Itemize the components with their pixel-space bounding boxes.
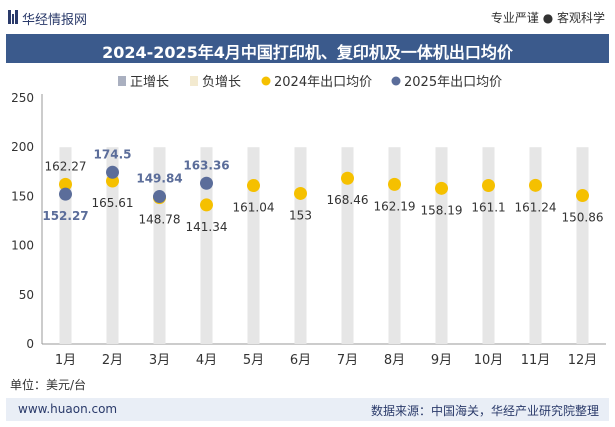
legend-swatch: [118, 76, 126, 86]
x-tick-label: 5月: [243, 353, 264, 368]
point-2024: [247, 179, 260, 193]
data-label-2025: 152.27: [42, 209, 88, 223]
data-label-2024: 161.1: [471, 200, 505, 214]
point-2025: [153, 190, 166, 204]
x-tick-label: 4月: [196, 353, 217, 368]
legend-label: 负增长: [202, 75, 241, 90]
point-2024: [388, 177, 401, 191]
top-bar: 华经情报网 专业严谨 ● 客观科学: [0, 0, 615, 34]
x-tick-label: 2月: [102, 353, 123, 368]
data-label-2025: 174.5: [94, 147, 132, 161]
point-2024: [576, 189, 589, 203]
data-label-2024: 161.04: [233, 201, 275, 215]
data-label-2024: 161.24: [515, 200, 557, 214]
point-2024: [59, 177, 72, 191]
background-bar: [59, 147, 72, 344]
chart: 正增长 负增长 2024年出口均价 2025年出口均价 0 50 100 150 200 250 1…: [11, 75, 606, 368]
point-2024: [341, 171, 354, 185]
point-2024: [529, 178, 542, 192]
y-tick-label: 150: [11, 189, 34, 203]
legend-label: 正增长: [130, 75, 169, 90]
background-bar: [294, 147, 307, 344]
legend-label: 2024年出口均价: [274, 75, 372, 90]
x-tick-label: 1月: [55, 353, 76, 368]
background-bar: [435, 147, 448, 344]
y-tick-label: 50: [19, 288, 34, 302]
background-bar: [341, 147, 354, 344]
background-bar: [576, 147, 589, 344]
background-bar: [482, 147, 495, 344]
point-2024: [294, 186, 307, 200]
footer-website: www.huaon.com: [18, 402, 118, 416]
point-2025: [200, 176, 213, 190]
background-bar: [529, 147, 542, 344]
y-tick-label: 200: [11, 140, 34, 154]
data-label-2025: 149.84: [136, 172, 182, 186]
legend-swatch: [190, 76, 198, 86]
background-bar: [200, 147, 213, 344]
point-2024: [200, 198, 213, 212]
x-tick-label: 3月: [149, 353, 170, 368]
legend-label: 2025年出口均价: [404, 75, 502, 90]
point-2024: [435, 181, 448, 195]
data-label-2024: 141.34: [186, 220, 228, 234]
brand-name: 华经情报网: [22, 13, 88, 28]
x-tick-label: 7月: [337, 353, 358, 368]
data-label-2025: 163.36: [183, 158, 229, 172]
x-tick-label: 10月: [474, 353, 504, 368]
x-tick-label: 11月: [521, 353, 551, 368]
background-bar: [247, 147, 260, 344]
tagline: 专业严谨 ● 客观科学: [490, 11, 605, 25]
x-tick-label: 6月: [290, 353, 311, 368]
background-bar: [388, 147, 401, 344]
point-2024: [482, 178, 495, 192]
data-label-2024: 165.61: [92, 196, 134, 210]
legend-marker: [391, 76, 401, 86]
x-tick-label: 12月: [568, 353, 598, 368]
point-2025: [59, 187, 72, 201]
title-bar: 2024-2025年4月中国打印机、复印机及一体机出口均价: [6, 34, 609, 63]
data-label-2024: 168.46: [327, 193, 369, 207]
y-tick-label: 250: [11, 91, 34, 105]
footer-source: 数据来源：中国海关，华经产业研究院整理: [370, 404, 599, 418]
point-2025: [106, 165, 119, 179]
data-label-2024: 150.86: [562, 211, 604, 225]
unit-label: 单位：美元/台: [10, 378, 87, 392]
background-bar: [106, 147, 119, 344]
x-tick-label: 9月: [431, 353, 452, 368]
legend-marker: [261, 76, 271, 86]
logo-icon: [8, 10, 18, 24]
footer: www.huaon.com 数据来源：中国海关，华经产业研究院整理: [6, 398, 609, 421]
data-label-2024: 158.19: [421, 203, 463, 217]
data-label-2024: 153: [289, 208, 312, 222]
data-label-2024: 162.27: [45, 159, 87, 173]
data-label-2024: 162.19: [374, 199, 416, 213]
y-tick-label: 100: [11, 239, 34, 253]
data-label-2024: 148.78: [139, 213, 181, 227]
chart-title: 2024-2025年4月中国打印机、复印机及一体机出口均价: [102, 43, 513, 62]
y-tick-label: 0: [26, 337, 34, 351]
x-tick-label: 8月: [384, 353, 405, 368]
